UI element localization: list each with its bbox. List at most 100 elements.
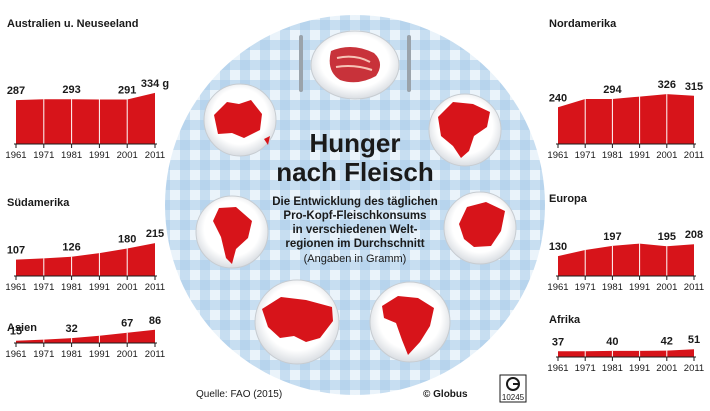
value-label: 130 [549, 241, 567, 253]
x-tick-label: 2001 [656, 282, 677, 293]
x-tick-label: 2001 [656, 150, 677, 161]
area-series [16, 329, 155, 343]
x-tick-label: 1961 [5, 349, 26, 360]
plate-africa [369, 281, 451, 363]
title-line-1: Hunger [310, 128, 401, 158]
x-tick-label: 1971 [33, 150, 54, 161]
chart-title: Nordamerika [549, 18, 617, 30]
subtitle-line-3: in verschiedenen Welt- [292, 224, 417, 236]
knife-icon [407, 35, 411, 92]
value-label: 326 [658, 79, 676, 91]
x-tick-label: 1981 [61, 349, 82, 360]
x-tick-label: 2001 [117, 282, 138, 293]
x-tick-label: 1991 [629, 282, 650, 293]
units-note: (Angaben in Gramm) [304, 253, 407, 265]
africa-map-icon [382, 296, 434, 355]
area-series [558, 243, 694, 276]
chart-title: Südamerika [7, 197, 70, 209]
x-tick-label: 1981 [602, 363, 623, 374]
meat-plate [299, 30, 411, 100]
value-label: 240 [549, 92, 567, 104]
europe-map-icon [459, 202, 505, 247]
plate-europe [443, 191, 517, 265]
value-label: 51 [688, 334, 700, 346]
x-tick-label: 1981 [61, 150, 82, 161]
value-label: 293 [62, 84, 80, 96]
value-label: 287 [7, 85, 25, 97]
x-tick-label: 1971 [575, 150, 596, 161]
area-series [558, 94, 694, 144]
steak-icon [329, 46, 381, 83]
x-tick-label: 1991 [89, 349, 110, 360]
south-america-map-icon [213, 207, 252, 264]
value-label: 107 [7, 245, 25, 257]
value-label: 32 [65, 323, 77, 335]
value-label: 86 [149, 315, 161, 327]
x-tick-label: 1991 [89, 150, 110, 161]
chart-panel-2: Asien 1961 15 1971 1981 32 1991 2001 67 2011 86 [5, 315, 165, 360]
chart-panel-5: Afrika 1961 37 1971 1981 40 1991 2001 42 2011 51 [547, 314, 704, 374]
chart-panel-3: Nordamerika 1961 240 1971 1981 294 1991 2001 326… [547, 18, 704, 161]
chart-title: Afrika [549, 314, 581, 326]
x-tick-label: 1971 [575, 282, 596, 293]
value-label: 208 [685, 229, 703, 241]
value-label: 37 [552, 336, 564, 348]
x-tick-label: 1971 [33, 282, 54, 293]
x-tick-label: 1961 [547, 282, 568, 293]
chart-title: Asien [7, 322, 37, 334]
x-tick-label: 2001 [117, 150, 138, 161]
x-tick-label: 1991 [89, 282, 110, 293]
subtitle-line-2: Pro-Kopf-Fleischkonsums [283, 210, 426, 222]
asia-map-icon [262, 297, 333, 342]
value-label: 334 g [141, 78, 169, 90]
value-label: 40 [606, 336, 618, 348]
chart-panel-0: Australien u. Neuseeland 1961 287 1971 1981 2… [5, 18, 169, 161]
value-label: 291 [118, 84, 136, 96]
value-label: 215 [146, 228, 164, 240]
value-label: 126 [62, 242, 80, 254]
x-tick-label: 1961 [5, 282, 26, 293]
x-tick-label: 1961 [547, 150, 568, 161]
x-tick-label: 2001 [656, 363, 677, 374]
regional-charts: Australien u. Neuseeland 1961 287 1971 1981 2… [5, 18, 704, 374]
value-label: 197 [603, 231, 621, 243]
area-series [16, 92, 155, 144]
publisher-credit: © Globus [423, 389, 468, 400]
x-tick-label: 2001 [117, 349, 138, 360]
x-tick-label: 1961 [547, 363, 568, 374]
x-tick-label: 1981 [61, 282, 82, 293]
australia-map-icon [214, 100, 262, 138]
value-label: 15 [10, 326, 22, 338]
source-note: Quelle: FAO (2015) [196, 389, 282, 400]
value-label: 294 [603, 84, 622, 96]
x-tick-label: 2011 [684, 150, 704, 161]
value-label: 67 [121, 318, 133, 330]
x-tick-label: 2011 [145, 150, 165, 161]
globus-logo: 10245 [499, 374, 527, 403]
x-tick-label: 1991 [629, 363, 650, 374]
north-america-map-icon [438, 102, 490, 158]
value-label: 42 [661, 336, 673, 348]
x-tick-label: 1971 [33, 349, 54, 360]
x-tick-label: 1961 [5, 150, 26, 161]
x-tick-label: 2011 [145, 282, 165, 293]
subtitle-line-1: Die Entwicklung des täglichen [272, 196, 438, 208]
x-tick-label: 1971 [575, 363, 596, 374]
x-tick-label: 1981 [602, 282, 623, 293]
value-label: 315 [685, 81, 703, 93]
chart-title: Australien u. Neuseeland [7, 18, 138, 30]
fork-icon [299, 35, 303, 92]
value-label: 180 [118, 233, 136, 245]
area-series [558, 349, 694, 357]
chart-panel-4: Europa 1961 130 1971 1981 197 1991 2001 195 2011 2… [547, 193, 704, 293]
plate-south-america [195, 195, 269, 269]
plate-north-america [428, 93, 502, 167]
x-tick-label: 1981 [602, 150, 623, 161]
x-tick-label: 2011 [684, 282, 704, 293]
x-tick-label: 2011 [145, 349, 165, 360]
logo-id: 10245 [502, 393, 525, 402]
plate-asia [254, 279, 340, 365]
plate-australia [203, 83, 277, 157]
chart-panel-1: Südamerika 1961 107 1971 1981 126 1991 2001 180 2… [5, 197, 165, 293]
